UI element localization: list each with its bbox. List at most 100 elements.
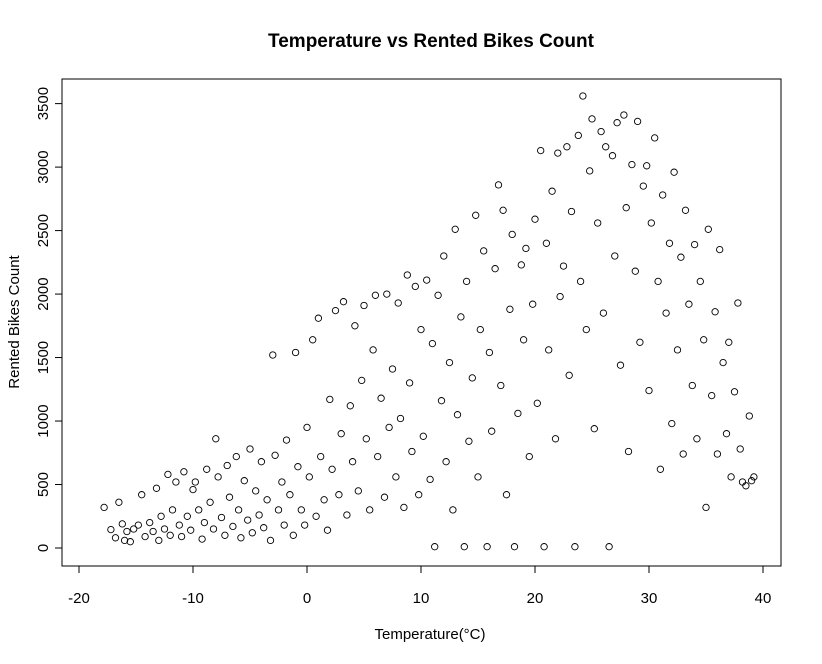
data-point	[542, 239, 551, 247]
data-point	[189, 485, 197, 494]
data-point	[423, 276, 431, 284]
x-tick-label: -20	[68, 590, 90, 607]
data-point	[662, 309, 670, 317]
data-point	[269, 351, 277, 359]
data-point	[198, 535, 206, 543]
data-point	[677, 253, 685, 261]
data-point	[725, 338, 733, 346]
data-point	[633, 117, 642, 126]
data-point	[271, 451, 279, 459]
data-point	[700, 336, 708, 344]
data-point	[514, 409, 522, 418]
x-tick-label: -10	[182, 590, 204, 607]
y-tick-label: 500	[35, 472, 52, 497]
data-point	[681, 206, 690, 214]
data-point	[366, 506, 374, 514]
data-point	[260, 524, 268, 532]
data-point	[685, 300, 693, 308]
data-point	[388, 365, 397, 373]
data-point	[693, 435, 701, 443]
data-point	[257, 458, 266, 466]
data-point	[392, 473, 400, 481]
data-point	[209, 525, 218, 533]
data-point	[348, 458, 357, 466]
data-point	[317, 452, 325, 461]
data-point	[214, 473, 222, 481]
data-point	[522, 244, 530, 253]
data-point	[722, 430, 731, 438]
x-axis-label: Temperature(°C)	[374, 626, 485, 643]
data-point	[274, 506, 283, 514]
data-point	[696, 277, 704, 286]
data-point	[519, 336, 528, 344]
data-point	[164, 470, 172, 479]
data-point	[134, 521, 142, 529]
data-point	[738, 478, 747, 486]
data-point	[343, 511, 351, 519]
data-point	[730, 388, 739, 396]
data-point	[647, 219, 655, 227]
data-point	[434, 291, 442, 299]
data-point	[690, 240, 699, 249]
data-point	[491, 265, 499, 273]
data-point	[556, 292, 564, 301]
data-point	[100, 503, 108, 512]
data-point	[323, 526, 332, 534]
data-point	[451, 225, 459, 233]
data-point	[360, 301, 368, 310]
data-point	[312, 512, 320, 520]
data-point	[750, 473, 758, 481]
data-point	[608, 152, 617, 160]
y-axis-label: Rented Bikes Count	[6, 254, 23, 388]
data-point	[149, 527, 157, 536]
data-point	[396, 414, 405, 423]
data-point	[314, 314, 323, 322]
data-point	[736, 445, 744, 453]
data-point	[328, 465, 336, 473]
data-point	[449, 506, 457, 514]
data-point	[483, 543, 491, 551]
data-point	[624, 447, 633, 456]
data-point	[138, 491, 146, 499]
data-point	[177, 532, 186, 541]
y-axis: 0 500 1000 1500 2000 2500 3000 3500	[35, 87, 63, 552]
data-point	[426, 475, 434, 484]
data-point	[369, 346, 377, 354]
data-point	[380, 493, 389, 501]
data-point	[654, 277, 662, 286]
data-point	[594, 219, 602, 227]
data-point	[303, 423, 311, 432]
data-point	[232, 452, 240, 461]
data-point	[548, 187, 556, 195]
data-point	[377, 394, 385, 402]
data-point	[465, 437, 473, 445]
data-point	[415, 491, 423, 499]
data-point	[525, 452, 533, 461]
data-point	[494, 181, 503, 189]
data-point	[203, 465, 211, 473]
chart-title: Temperature vs Rented Bikes Count	[268, 31, 595, 52]
data-point	[716, 245, 724, 254]
data-point	[517, 261, 525, 269]
data-point	[745, 412, 753, 420]
data-point	[727, 473, 735, 481]
data-point	[485, 348, 494, 357]
data-point	[563, 143, 571, 151]
x-tick-label: 0	[303, 590, 311, 607]
data-point	[212, 435, 220, 443]
data-point	[571, 543, 579, 551]
data-point	[747, 477, 756, 485]
data-point	[180, 468, 188, 476]
data-point	[244, 516, 252, 524]
data-point	[305, 473, 313, 481]
data-point	[679, 450, 687, 458]
data-point	[237, 534, 245, 542]
data-point	[636, 338, 644, 346]
data-point	[217, 513, 226, 522]
data-point	[742, 482, 750, 490]
data-point	[462, 277, 471, 286]
data-point	[223, 461, 231, 470]
y-tick-label: 3500	[35, 87, 52, 120]
data-point	[533, 399, 541, 407]
x-tick-label: 30	[641, 590, 658, 607]
